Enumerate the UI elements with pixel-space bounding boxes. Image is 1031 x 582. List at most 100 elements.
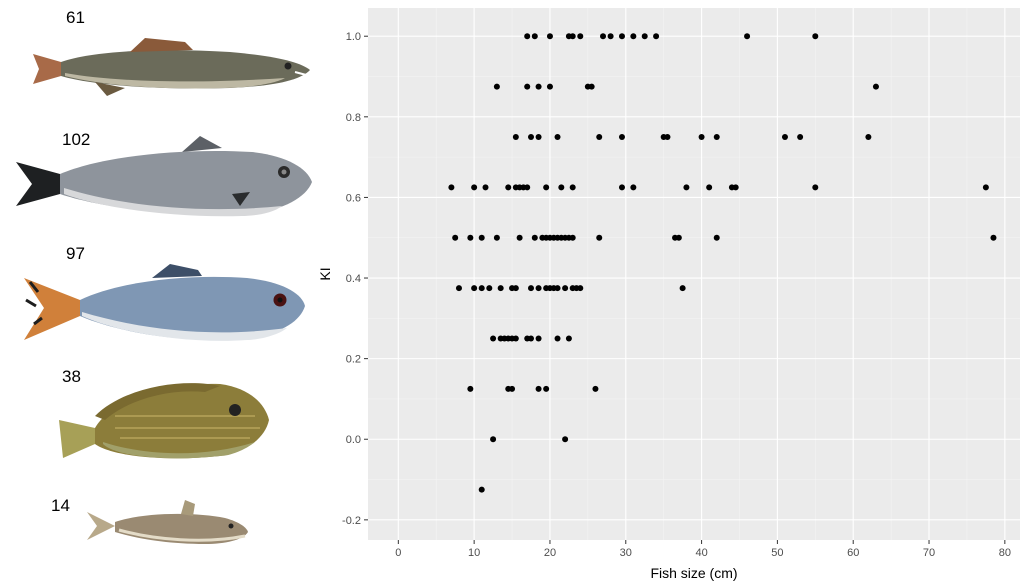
data-point	[872, 83, 879, 90]
data-point	[516, 234, 523, 241]
y-tick-label: 1.0	[346, 31, 361, 43]
data-point	[982, 184, 989, 191]
data-point	[797, 133, 804, 140]
data-point	[596, 133, 603, 140]
data-point	[471, 184, 478, 191]
data-point	[512, 285, 519, 292]
x-axis-title: Fish size (cm)	[650, 565, 737, 581]
data-point	[535, 133, 542, 140]
data-point	[618, 33, 625, 40]
fish-count-label: 102	[62, 130, 91, 149]
y-tick-label: 0.0	[346, 434, 361, 446]
cichlid-fish-icon	[59, 383, 269, 459]
fish-panel: 61 102 97 38 14	[0, 0, 330, 582]
x-tick-label: 0	[395, 547, 401, 559]
data-point	[490, 436, 497, 443]
data-point	[713, 234, 720, 241]
data-point	[467, 385, 474, 392]
data-point	[467, 234, 474, 241]
data-point	[865, 133, 872, 140]
data-point	[554, 133, 561, 140]
data-point	[569, 234, 576, 241]
data-point	[607, 33, 614, 40]
data-point	[781, 133, 788, 140]
data-point	[452, 234, 459, 241]
x-tick-label: 50	[771, 547, 783, 559]
data-point	[618, 133, 625, 140]
data-point	[812, 33, 819, 40]
data-point	[531, 33, 538, 40]
data-point	[706, 184, 713, 191]
data-point	[535, 285, 542, 292]
data-point	[528, 335, 534, 342]
data-point	[577, 285, 584, 292]
data-point	[641, 33, 648, 40]
y-axis-ticks: -0.2 0.0 0.2 0.4 0.6 0.8 1.0	[342, 31, 368, 527]
data-point	[600, 33, 607, 40]
catfish-icon	[87, 500, 248, 544]
data-point	[554, 335, 561, 342]
data-point	[732, 184, 739, 191]
data-point	[497, 285, 504, 292]
data-point	[577, 33, 584, 40]
fish-count-label: 97	[66, 244, 85, 263]
data-point	[713, 133, 720, 140]
data-point	[565, 335, 572, 342]
data-point	[698, 133, 705, 140]
data-point	[524, 83, 531, 90]
data-point	[528, 285, 534, 292]
data-point	[558, 184, 565, 191]
data-point	[490, 335, 497, 342]
fish-count-label: 61	[66, 8, 85, 27]
data-point	[653, 33, 660, 40]
x-tick-label: 30	[620, 547, 632, 559]
data-point	[592, 385, 599, 392]
y-tick-label: 0.6	[346, 192, 361, 204]
data-points	[448, 33, 997, 493]
data-point	[535, 83, 542, 90]
data-point	[588, 83, 595, 90]
data-point	[524, 184, 531, 191]
data-point	[493, 83, 500, 90]
x-tick-label: 70	[923, 547, 935, 559]
data-point	[478, 285, 485, 292]
data-point	[505, 184, 512, 191]
y-axis-title: KI	[317, 267, 333, 280]
x-tick-label: 80	[999, 547, 1011, 559]
characin-fish-icon	[24, 264, 305, 341]
data-point	[596, 234, 603, 241]
trahira-fish-icon	[33, 38, 311, 96]
x-axis-ticks: 0 10 20 30 40 50 60 70 80	[395, 540, 1011, 559]
data-point	[569, 33, 576, 40]
data-point	[509, 385, 516, 392]
fish-count-label: 38	[62, 367, 81, 386]
data-point	[512, 335, 519, 342]
data-point	[493, 234, 500, 241]
data-point	[546, 83, 553, 90]
data-point	[528, 133, 534, 140]
data-point	[524, 33, 531, 40]
data-point	[455, 285, 462, 292]
x-tick-label: 20	[544, 547, 556, 559]
x-tick-label: 40	[695, 547, 707, 559]
data-point	[630, 184, 637, 191]
data-point	[543, 385, 550, 392]
data-point	[630, 33, 637, 40]
fish-count-label: 14	[51, 496, 70, 515]
data-point	[675, 234, 682, 241]
data-point	[618, 184, 625, 191]
data-point	[512, 133, 519, 140]
y-tick-label: 0.4	[346, 273, 361, 285]
data-point	[812, 184, 819, 191]
grid-major	[368, 8, 1020, 540]
data-point	[990, 234, 997, 241]
data-point	[554, 285, 561, 292]
data-point	[478, 486, 485, 493]
data-point	[486, 285, 493, 292]
data-point	[535, 335, 542, 342]
y-tick-label: 0.2	[346, 354, 361, 366]
data-point	[546, 33, 553, 40]
data-point	[543, 184, 550, 191]
data-point	[448, 184, 455, 191]
